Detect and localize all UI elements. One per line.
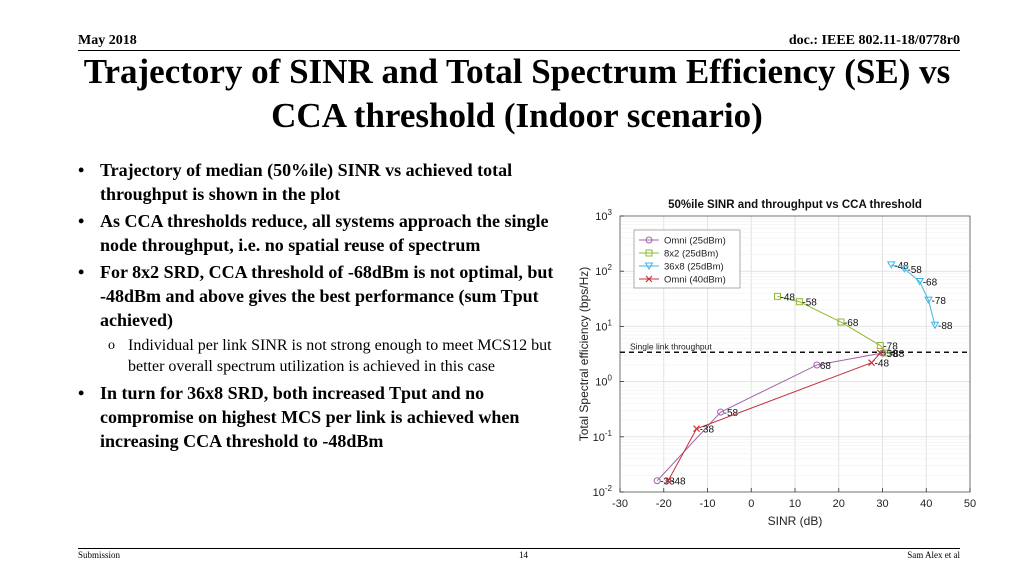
x-tick-label: 20 bbox=[833, 498, 845, 510]
bullet-item: • As CCA thresholds reduce, all systems … bbox=[78, 209, 568, 257]
sub-bullet-item: o Individual per link SINR is not strong… bbox=[78, 335, 568, 377]
data-point-label: -88 bbox=[938, 321, 953, 332]
data-point-label: -78 bbox=[883, 342, 898, 353]
header-date: May 2018 bbox=[78, 33, 137, 48]
x-tick-label: 50 bbox=[964, 498, 976, 510]
x-tick-label: -30 bbox=[612, 498, 628, 510]
data-point-label: -68 bbox=[923, 278, 938, 289]
legend-marker bbox=[644, 262, 654, 270]
x-tick-label: 40 bbox=[920, 498, 932, 510]
legend-label: 36x8 (25dBm) bbox=[664, 262, 724, 273]
y-tick-label: 101 bbox=[595, 318, 612, 333]
y-tick-label: 103 bbox=[595, 208, 612, 223]
x-tick-label: 0 bbox=[748, 498, 754, 510]
single-link-throughput-label: Single link throughput bbox=[630, 341, 712, 351]
series-line-0 bbox=[656, 352, 883, 482]
data-point bbox=[930, 321, 940, 330]
data-point-label: -48 bbox=[875, 359, 890, 370]
legend-marker bbox=[645, 236, 653, 244]
y-axis-label: Total Spectral efficiency (bps/Hz) bbox=[577, 267, 591, 442]
footer-authors: Sam Alex et al bbox=[907, 550, 960, 560]
data-point-label: -58 bbox=[802, 298, 817, 309]
bullet-mark: • bbox=[78, 211, 85, 231]
bullet-text: As CCA thresholds reduce, all systems ap… bbox=[100, 211, 549, 255]
y-tick-label: 10-2 bbox=[593, 484, 613, 499]
legend-marker bbox=[645, 275, 653, 283]
sinr-throughput-chart: -30 -20 -10 0 10 20 30 40 50 10-2 10-1 100 101 102 103… bbox=[577, 199, 976, 528]
bullet-item: • In turn for 36x8 SRD, both increased T… bbox=[78, 381, 568, 453]
bullet-mark: • bbox=[78, 383, 85, 403]
x-tick-label: -20 bbox=[656, 498, 672, 510]
data-point bbox=[717, 408, 725, 416]
data-point-label: -58 bbox=[907, 265, 922, 276]
data-point bbox=[795, 298, 803, 306]
slide-title: Trajectory of SINR and Total Spectrum Ef… bbox=[83, 52, 951, 135]
data-point bbox=[915, 278, 925, 286]
footer-page-number: 14 bbox=[519, 550, 528, 560]
data-point bbox=[883, 349, 891, 357]
data-point-label: -48 bbox=[781, 292, 796, 303]
bullet-mark: • bbox=[78, 262, 85, 282]
header-doc-id: doc.: IEEE 802.11-18/0778r0 bbox=[788, 33, 960, 48]
bullet-text: For 8x2 SRD, CCA threshold of -68dBm is … bbox=[100, 262, 554, 330]
data-point bbox=[924, 296, 933, 305]
series-line-1 bbox=[777, 295, 888, 354]
series-line-3 bbox=[667, 352, 881, 481]
x-axis-label: SINR (dB) bbox=[768, 514, 823, 528]
data-point-label: -38 bbox=[700, 425, 715, 436]
data-point bbox=[900, 265, 909, 273]
data-point bbox=[653, 477, 661, 485]
legend-label: Omni (25dBm) bbox=[664, 236, 726, 247]
sub-bullet-mark: o bbox=[108, 338, 115, 353]
series-line-2 bbox=[891, 264, 936, 326]
y-tick-label: 102 bbox=[595, 263, 612, 278]
data-point-label: -48 bbox=[671, 477, 686, 488]
data-point bbox=[868, 359, 875, 367]
data-point-label: -38 bbox=[660, 477, 675, 488]
data-point bbox=[876, 349, 884, 357]
data-point bbox=[876, 342, 884, 350]
bullet-item: • For 8x2 SRD, CCA threshold of -68dBm i… bbox=[78, 260, 568, 332]
bullet-text: Trajectory of median (50%ile) SINR vs ac… bbox=[100, 160, 513, 204]
sub-bullet-text: Individual per link SINR is not strong e… bbox=[128, 337, 552, 375]
footer-submission: Submission bbox=[78, 550, 121, 560]
data-point bbox=[886, 261, 896, 269]
footer-rule bbox=[78, 548, 960, 549]
chart-title: 50%ile SINR and throughput vs CCA thresh… bbox=[668, 199, 922, 211]
bullet-list: • Trajectory of median (50%ile) SINR vs … bbox=[78, 158, 568, 456]
legend-marker bbox=[645, 249, 653, 257]
x-tick-label: 30 bbox=[876, 498, 888, 510]
data-point bbox=[664, 477, 672, 485]
data-point bbox=[774, 292, 781, 300]
data-point-label: -78 bbox=[931, 296, 946, 307]
data-point bbox=[813, 361, 821, 369]
y-tick-label: 100 bbox=[595, 374, 612, 389]
y-tick-label: 10-1 bbox=[593, 429, 613, 444]
data-point bbox=[837, 318, 845, 326]
bullet-item: • Trajectory of median (50%ile) SINR vs … bbox=[78, 158, 568, 206]
data-point-label: -68 bbox=[844, 318, 859, 329]
bullet-text: In turn for 36x8 SRD, both increased Tpu… bbox=[100, 383, 520, 451]
data-point-label: -58 bbox=[724, 408, 739, 419]
legend-label: 8x2 (25dBm) bbox=[664, 249, 718, 260]
data-point bbox=[693, 425, 700, 433]
data-point-label: -58 bbox=[883, 349, 898, 360]
bullet-mark: • bbox=[78, 160, 85, 180]
x-tick-label: 10 bbox=[789, 498, 801, 510]
data-point-label: 68 bbox=[820, 361, 832, 372]
header-rule bbox=[78, 50, 960, 51]
legend-label: Omni (40dBm) bbox=[664, 275, 726, 286]
x-tick-label: -10 bbox=[700, 498, 716, 510]
data-point-label: -88 bbox=[890, 349, 905, 360]
